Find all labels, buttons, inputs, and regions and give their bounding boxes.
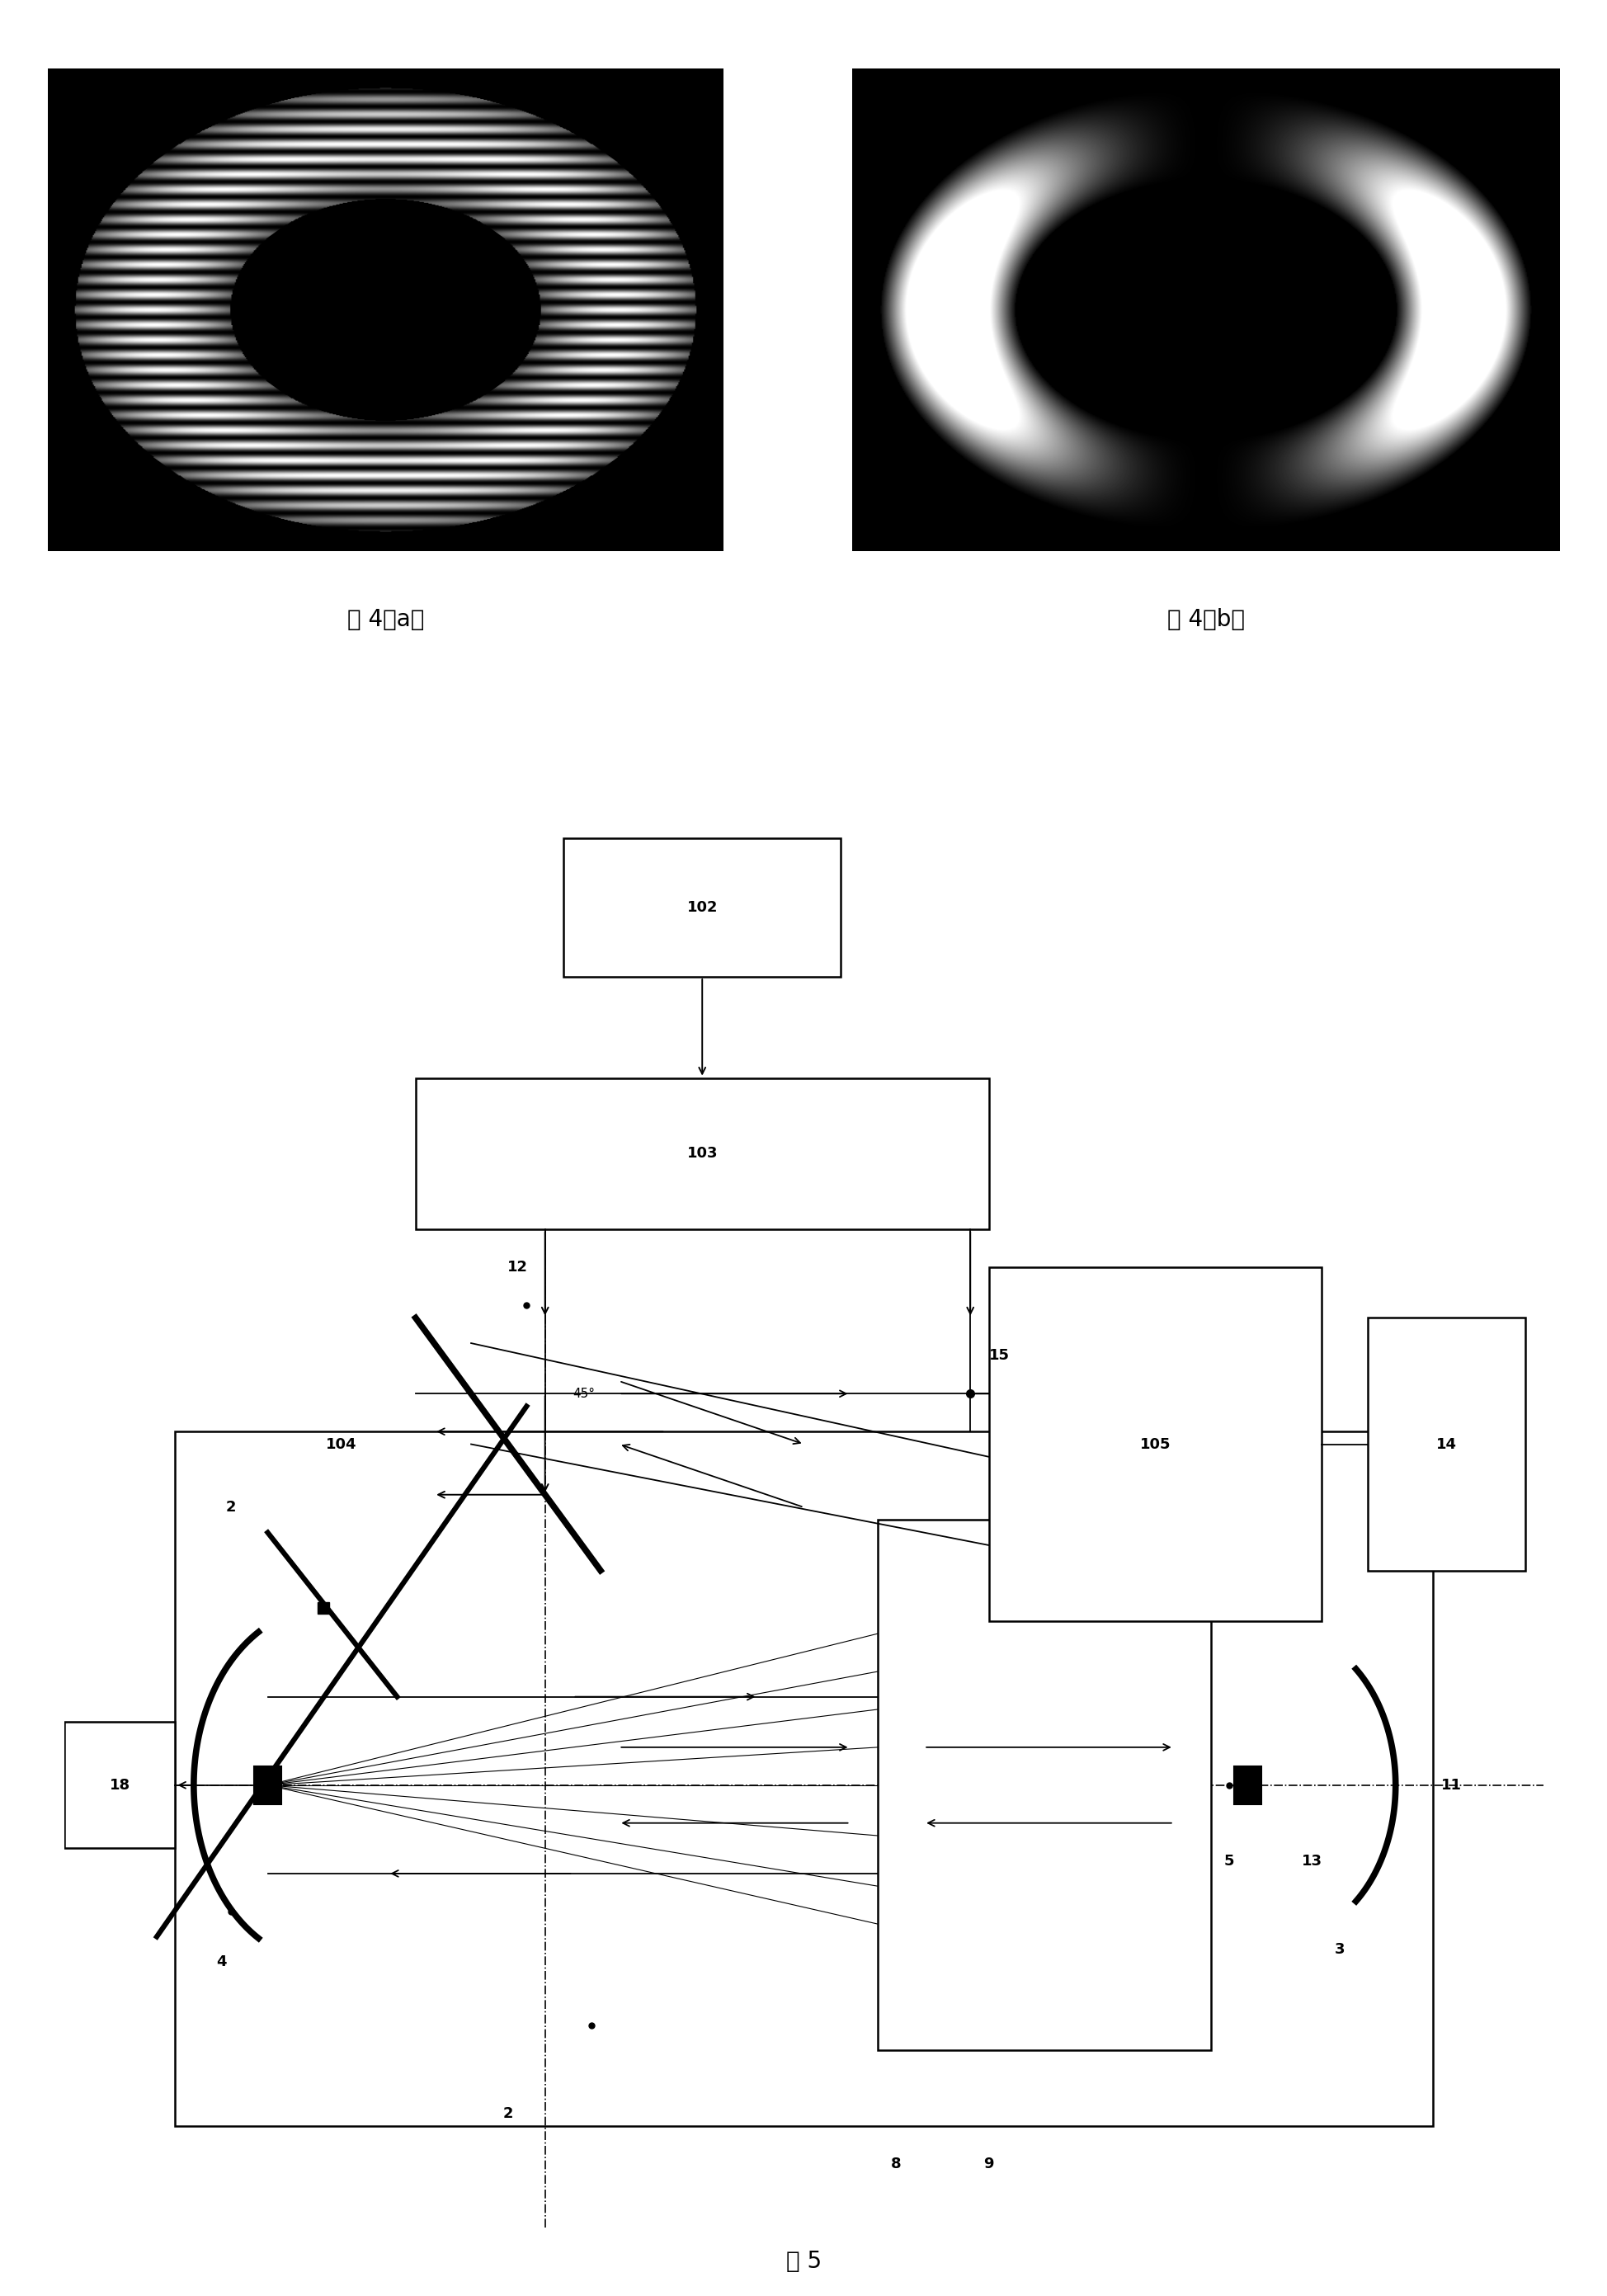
Text: 102: 102 bbox=[686, 900, 717, 914]
Text: 18: 18 bbox=[109, 1777, 130, 1793]
Bar bbox=[877, 1520, 1210, 2050]
Bar bbox=[175, 1433, 1432, 2126]
Bar bbox=[254, 1766, 281, 1805]
Bar bbox=[564, 838, 840, 976]
Text: 3: 3 bbox=[1334, 1942, 1345, 1956]
Text: 105: 105 bbox=[1139, 1437, 1170, 1451]
Text: 8: 8 bbox=[890, 2156, 902, 2172]
Text: 图 5: 图 5 bbox=[786, 2250, 821, 2273]
Bar bbox=[64, 1722, 175, 1848]
Bar bbox=[988, 1267, 1321, 1621]
Text: 2: 2 bbox=[225, 1499, 236, 1515]
Text: 15: 15 bbox=[988, 1348, 1009, 1364]
Text: 12: 12 bbox=[506, 1261, 527, 1274]
Text: 103: 103 bbox=[686, 1146, 717, 1162]
Text: 45°: 45° bbox=[572, 1387, 595, 1401]
Text: 5: 5 bbox=[1223, 1853, 1234, 1869]
Text: 14: 14 bbox=[1435, 1437, 1456, 1451]
Bar bbox=[1368, 1318, 1525, 1570]
Text: 9: 9 bbox=[983, 2156, 993, 2172]
Text: 4: 4 bbox=[217, 1954, 227, 1970]
Text: 11: 11 bbox=[1440, 1777, 1461, 1793]
Text: 104: 104 bbox=[326, 1437, 357, 1451]
Bar bbox=[415, 1077, 988, 1231]
Text: 图 4（a）: 图 4（a） bbox=[347, 608, 424, 631]
Text: 图 4（b）: 图 4（b） bbox=[1167, 608, 1244, 631]
Bar bbox=[1233, 1766, 1261, 1805]
Text: 13: 13 bbox=[1302, 1853, 1323, 1869]
Text: 2: 2 bbox=[503, 2105, 513, 2122]
